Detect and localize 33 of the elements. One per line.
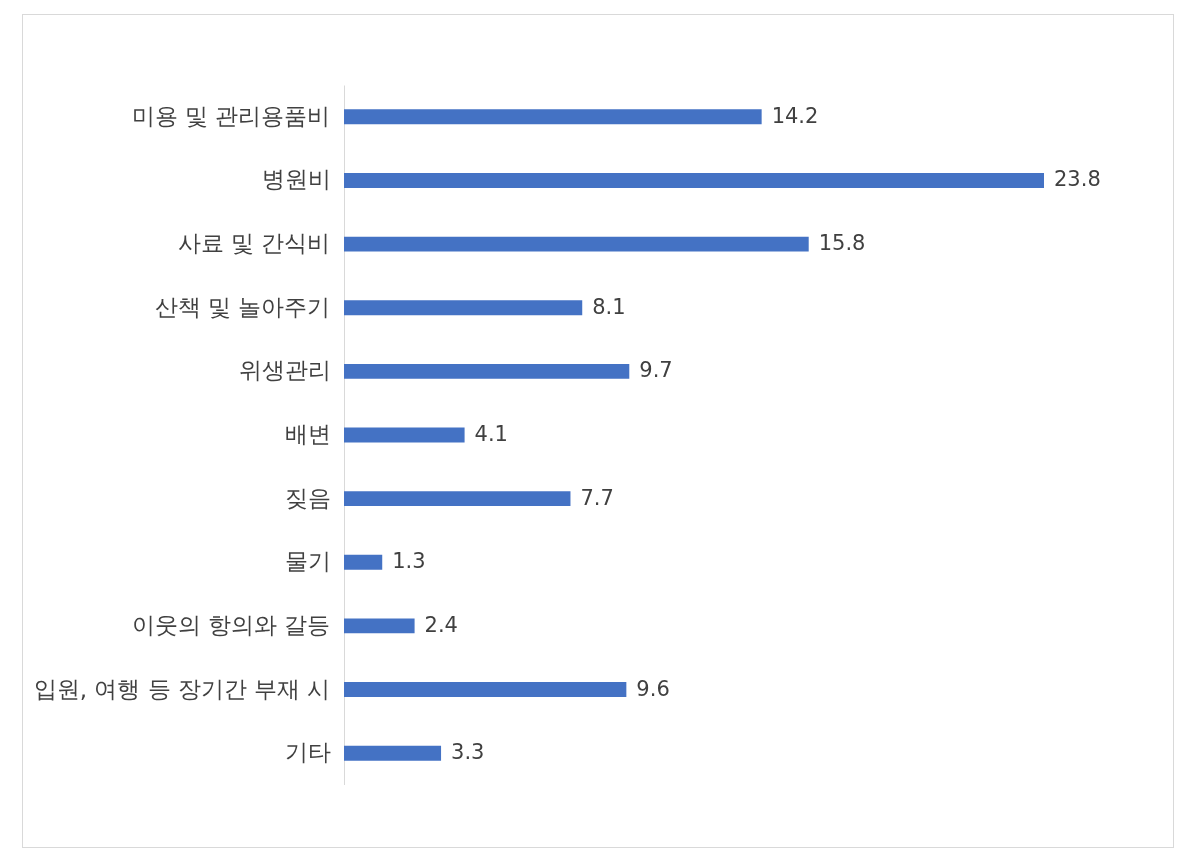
bar bbox=[344, 745, 442, 761]
y-tick-label: 기타 bbox=[284, 739, 331, 766]
bar bbox=[344, 300, 583, 316]
data-label: 9.7 bbox=[639, 358, 673, 383]
bar bbox=[344, 682, 627, 697]
data-label: 23.8 bbox=[1054, 167, 1101, 192]
y-tick-label: 미용 및 관리용품비 bbox=[131, 102, 331, 129]
y-tick-label: 이웃의 항의와 갈등 bbox=[131, 611, 331, 638]
y-tick-label: 배변 bbox=[284, 421, 331, 447]
y-tick-label: 입원, 여행 등 장기간 부재 시 bbox=[33, 675, 331, 702]
data-label: 14.2 bbox=[771, 103, 819, 128]
y-tick-label: 물기 bbox=[284, 548, 331, 575]
data-label: 15.8 bbox=[818, 231, 866, 256]
data-label: 9.6 bbox=[636, 676, 670, 701]
bar bbox=[344, 363, 630, 379]
data-label: 2.4 bbox=[424, 612, 458, 637]
data-label: 8.1 bbox=[592, 294, 626, 319]
y-tick-label: 산책 및 놀아주기 bbox=[154, 293, 331, 320]
y-tick-label: 병원비 bbox=[261, 166, 331, 193]
bar bbox=[344, 554, 383, 570]
y-tick-label: 짖음 bbox=[284, 484, 331, 511]
bar bbox=[344, 427, 465, 443]
y-tick-label: 사료 및 간식비 bbox=[177, 230, 331, 257]
y-tick-label: 위생관리 bbox=[238, 357, 331, 384]
bar bbox=[344, 491, 571, 507]
data-label: 7.7 bbox=[580, 485, 614, 510]
bar bbox=[344, 109, 762, 125]
bar bbox=[344, 236, 809, 252]
data-label: 1.3 bbox=[392, 549, 426, 574]
data-label: 4.1 bbox=[474, 422, 508, 446]
bar bbox=[344, 618, 415, 634]
data-label: 3.3 bbox=[451, 740, 485, 765]
bar bbox=[344, 173, 1044, 188]
